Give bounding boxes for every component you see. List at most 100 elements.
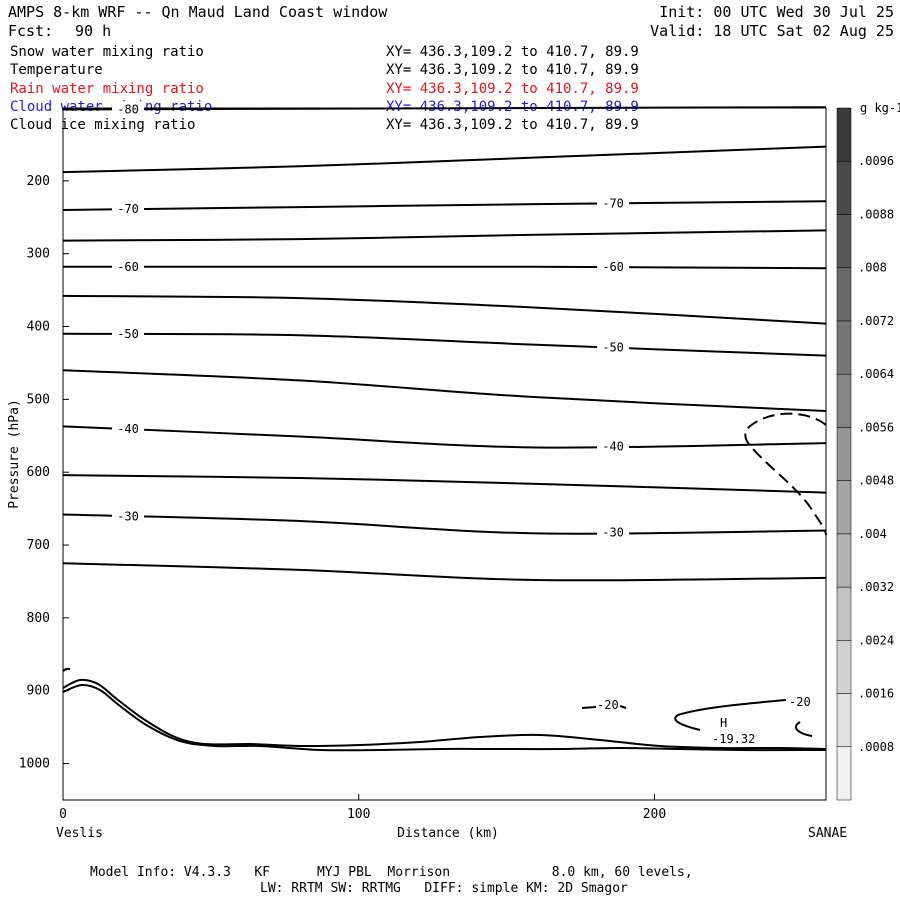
contour-label: -30: [117, 509, 139, 523]
contour-label: -70: [117, 202, 139, 216]
colorbar-swatch: [836, 373, 852, 428]
model-info-line-1: Model Info: V4.3.3 KF MYJ PBL Morrison 8…: [90, 865, 693, 880]
y-tick-label: 600: [27, 465, 50, 480]
colorbar-tick-label: .0056: [858, 420, 894, 434]
terrain-line: [62, 678, 827, 750]
colorbar-tick-label: .0024: [858, 633, 894, 647]
colorbar-tick-label: .0048: [858, 474, 894, 488]
y-tick-label: 1000: [19, 757, 50, 772]
temperature-contour: [62, 513, 827, 535]
colorbar-swatch: [836, 586, 852, 641]
colorbar-tick-label: .0032: [858, 580, 894, 594]
high-marker-label: H: [720, 716, 727, 730]
x-tick-label: 200: [643, 807, 666, 822]
contour-label-background: [597, 339, 630, 355]
field-xy: XY= 436.3,109.2 to 410.7, 89.9: [386, 44, 639, 60]
contour-label: -50: [117, 327, 139, 341]
colorbar-swatch: [836, 267, 852, 322]
field-name: Cloud ice mixing ratio: [10, 117, 196, 133]
colorbar-swatch: [836, 746, 852, 801]
high-value-label: -19.32: [712, 732, 755, 746]
temperature-contour: [62, 562, 827, 582]
contour-label: -40: [602, 439, 624, 453]
forecast-label: Fcst:: [8, 22, 54, 40]
cloud-contour-dashed: [744, 412, 827, 536]
valid-time: Valid: 18 UTC Sat 02 Aug 25: [650, 22, 894, 40]
colorbar-swatch: [836, 320, 852, 375]
temperature-contour: [62, 106, 827, 111]
y-tick-label: 500: [27, 392, 50, 407]
temperature-contour: [62, 332, 827, 357]
colorbar-tick-label: .0088: [858, 207, 894, 221]
start-location-label: Veslis: [56, 826, 103, 841]
contour-label: -30: [602, 526, 624, 540]
x-tick-label: 0: [59, 807, 67, 822]
contour-label-background: [597, 524, 630, 540]
init-time: Init: 00 UTC Wed 30 Jul 25: [659, 3, 894, 21]
colorbar-tick-label: .0064: [858, 367, 894, 381]
temperature-contour: [62, 425, 827, 449]
contour-label-background: [112, 258, 145, 274]
y-tick-label: 900: [27, 684, 50, 699]
temperature-contour: [62, 145, 827, 174]
axis-ticks: 200 300 400 500 600 700 800 900 1000 0 100 200: [19, 174, 667, 822]
colorbar-swatch: [836, 533, 852, 588]
temperature-contour: [62, 369, 827, 413]
colorbar-swatch: [836, 427, 852, 481]
contour-label: -20: [597, 698, 619, 712]
temperature-contour: [62, 200, 827, 211]
colorbar-tick-label: .0016: [858, 687, 894, 701]
temperature-contours: -80 -70 -70 -60 -60 -50 -50 -40 -40 -30 -30: [62, 101, 827, 582]
temperature-contour: [62, 229, 827, 242]
y-tick-label: 800: [27, 611, 50, 626]
terrain-line: [62, 683, 826, 752]
contour-label-background: [112, 201, 145, 217]
contour-label: -50: [602, 341, 624, 355]
contour-label-background: [112, 508, 145, 524]
field-xy: XY= 436.3,109.2 to 410.7, 89.9: [386, 62, 639, 78]
y-axis-label: Pressure (hPa): [7, 399, 22, 509]
plot-frame: [62, 107, 827, 801]
colorbar: .0008 .0016 .0024 .0032 .004 .0048 .0056 .0064.…: [836, 107, 894, 801]
field-name: Rain water mixing ratio: [10, 81, 204, 97]
contour-label-background: [597, 438, 630, 454]
terrain-outline: [62, 412, 827, 752]
colorbar-tick-label: .0096: [858, 154, 894, 168]
chart-title: AMPS 8-km WRF -- Qn Maud Land Coast wind…: [8, 3, 388, 21]
colorbar-unit: g kg-1: [860, 101, 900, 115]
y-tick-label: 300: [27, 247, 50, 262]
model-info-line-2: LW: RRTM SW: RRTMG DIFF: simple KM: 2D S…: [260, 881, 628, 896]
end-location-label: SANAE: [808, 826, 847, 841]
temperature-contour: [62, 474, 827, 494]
colorbar-swatch: [836, 214, 852, 268]
colorbar-swatch: [836, 107, 852, 162]
colorbar-swatch: [836, 640, 852, 694]
field-xy: XY= 436.3,109.2 to 410.7, 89.9: [386, 81, 639, 97]
contour-label-background: [597, 195, 630, 211]
contour-label-background: [112, 326, 145, 342]
x-axis-label: Distance (km): [397, 826, 499, 841]
colorbar-tick-label: .008: [858, 261, 887, 275]
colorbar-tick-label: .0008: [858, 740, 894, 754]
contour-fragment: [674, 699, 813, 737]
contour-label: -80: [117, 102, 139, 116]
terrain-fragment: [62, 667, 71, 672]
contour-fragment: [581, 706, 597, 709]
colorbar-swatch: [836, 480, 852, 535]
forecast-hours: 90 h: [75, 22, 112, 40]
field-name: Temperature: [10, 62, 103, 78]
colorbar-tick-label: .004: [858, 527, 887, 541]
contour-label: -70: [602, 196, 624, 210]
contour-label: -20: [789, 695, 811, 709]
temperature-contour: [62, 294, 827, 325]
contour-fragment: [619, 705, 627, 709]
y-tick-label: 400: [27, 320, 50, 335]
colorbar-swatch: [836, 160, 852, 215]
contour-label: -60: [117, 260, 139, 274]
colorbar-swatch: [836, 693, 852, 748]
field-name: Snow water mixing ratio: [10, 44, 204, 60]
contour-label-background: [597, 259, 630, 275]
contour-label: -40: [117, 422, 139, 436]
y-tick-label: 200: [27, 174, 50, 189]
